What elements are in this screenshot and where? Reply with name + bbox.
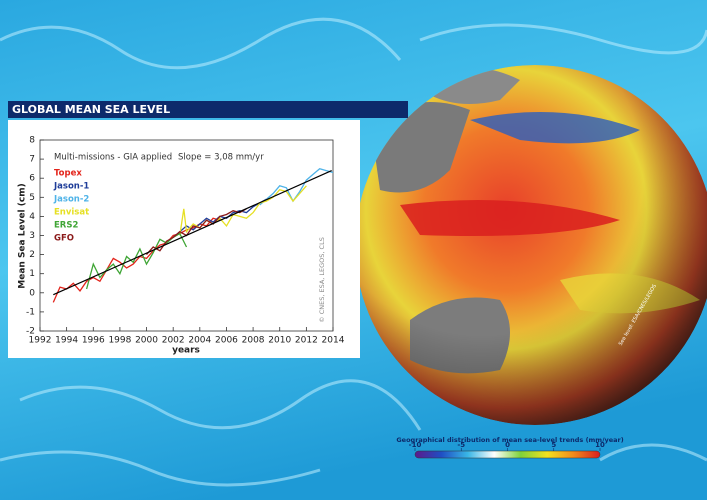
legend-label: Topex — [54, 169, 82, 179]
chart-panel — [8, 120, 360, 358]
y-tick-label: 8 — [29, 136, 35, 146]
title-bar — [8, 101, 408, 118]
y-tick-label: 2 — [29, 250, 35, 260]
globe — [355, 65, 707, 425]
legend-label: ERS2 — [54, 221, 78, 231]
y-tick-label: -1 — [26, 307, 35, 317]
colorbar-tick-label: 5 — [551, 441, 556, 449]
slope-label: Slope = 3,08 mm/yr — [178, 153, 264, 163]
x-tick-label: 2010 — [268, 336, 291, 346]
y-tick-label: 7 — [29, 155, 35, 165]
trend-line — [53, 170, 332, 296]
subtitle: Multi-missions - GIA applied — [54, 153, 172, 163]
y-tick-label: 4 — [29, 212, 35, 222]
legend-label: Jason-2 — [53, 195, 89, 205]
y-tick-label: 6 — [29, 174, 35, 184]
y-tick-label: 1 — [29, 269, 35, 279]
x-tick-label: 2002 — [162, 336, 185, 346]
x-tick-label: 2012 — [295, 336, 318, 346]
colorbar-tick-label: -10 — [409, 441, 422, 449]
series-line — [179, 185, 307, 236]
x-tick-label: 1992 — [29, 336, 52, 346]
x-tick-label: 1994 — [55, 336, 78, 346]
y-tick-label: 0 — [29, 288, 35, 298]
colorbar-tick-label: 0 — [505, 441, 510, 449]
credit: © CNES, ESA, LEGOS, CLS — [318, 237, 326, 323]
y-tick-label: 5 — [29, 193, 35, 203]
y-axis-label: Mean Sea Level (cm) — [18, 183, 28, 288]
x-tick-label: 2000 — [135, 336, 158, 346]
chart-title: GLOBAL MEAN SEA LEVEL — [12, 103, 170, 116]
colorbar-tick-label: 10 — [595, 441, 605, 449]
x-tick-label: 1996 — [82, 336, 105, 346]
colorbar-tick-label: -5 — [457, 441, 465, 449]
y-tick-label: 3 — [29, 231, 35, 241]
colorbar — [414, 450, 601, 459]
legend-label: Envisat — [54, 208, 89, 218]
x-tick-label: 1998 — [108, 336, 131, 346]
x-tick-label: 2014 — [322, 336, 345, 346]
x-tick-label: 2006 — [215, 336, 238, 346]
x-axis-label: years — [172, 346, 200, 356]
colorbar-title: Geographical distribution of mean sea-le… — [396, 436, 623, 444]
legend-label: GFO — [54, 234, 74, 244]
water-ripples — [0, 17, 707, 487]
legend-label: Jason-1 — [53, 182, 89, 192]
y-tick-label: -2 — [26, 327, 35, 337]
x-tick-label: 2004 — [188, 336, 211, 346]
series-line — [85, 232, 188, 290]
x-tick-label: 2008 — [242, 336, 265, 346]
